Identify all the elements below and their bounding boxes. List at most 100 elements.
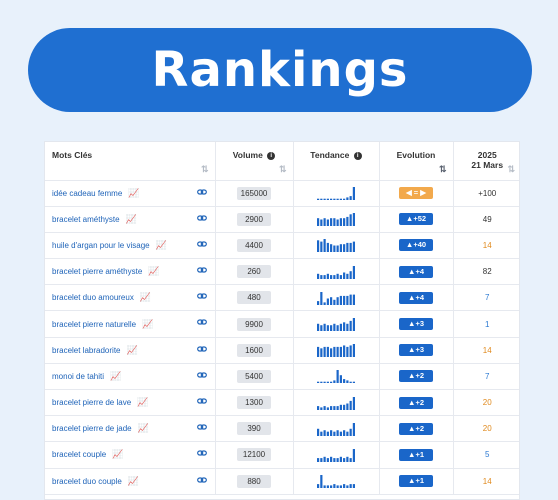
trend-bar <box>346 295 349 305</box>
sort-icon[interactable]: ⇅ <box>507 163 515 174</box>
keyword-link[interactable]: huile d'argan pour le visage <box>52 240 150 250</box>
chart-icon[interactable]: 📈 <box>125 213 137 224</box>
chart-icon[interactable]: 📈 <box>127 475 140 486</box>
trend-bar <box>317 218 320 227</box>
position-value: 7 <box>485 293 490 303</box>
position-value: 14 <box>482 476 492 486</box>
header-date[interactable]: 2025 21 Mars ⇅ <box>453 142 519 181</box>
chart-icon[interactable]: 📈 <box>128 187 140 198</box>
position-cell: 20 <box>453 389 519 417</box>
keyword-link[interactable]: bracelet duo amoureux <box>52 293 134 303</box>
chart-icon[interactable]: 📈 <box>126 344 138 355</box>
trend-bar <box>336 430 339 436</box>
volume-badge: 1300 <box>237 396 271 410</box>
trend-bar <box>330 405 333 410</box>
link-icon[interactable] <box>196 188 207 198</box>
header-keyword[interactable]: Mots Clés ⇅ <box>45 142 216 181</box>
link-icon[interactable] <box>196 371 207 381</box>
keyword-link[interactable]: bracelet pierre de lave <box>52 398 132 408</box>
sort-desc-icon[interactable]: ⇅ <box>438 163 447 174</box>
chart-icon[interactable]: 📈 <box>137 397 149 408</box>
trend-bar <box>323 302 326 305</box>
trend-bar <box>330 297 333 305</box>
evolution-badge: ▲+2 <box>399 370 433 383</box>
link-icon[interactable] <box>196 397 207 407</box>
chart-icon[interactable]: 📈 <box>155 239 167 250</box>
trend-bar <box>352 396 355 410</box>
evolution-value: +3 <box>415 319 424 329</box>
keyword-link[interactable]: bracelet pierre améthyste <box>52 267 143 277</box>
keyword-link[interactable]: bracelet couple <box>52 450 107 460</box>
chart-icon[interactable]: 📈 <box>142 318 154 329</box>
keyword-link[interactable]: idée cadeau femme <box>52 188 123 198</box>
position-value: 82 <box>482 267 492 277</box>
keyword-link[interactable]: monoi de tahiti <box>52 371 105 381</box>
table-row: huile d'argan pour le visage 📈 4400 ▲+40 14 <box>45 232 519 260</box>
link-icon[interactable] <box>196 292 207 302</box>
trend-bar <box>339 456 342 462</box>
trend-bar <box>352 242 355 253</box>
evolution-arrow-icon: ▲ <box>408 266 416 276</box>
trend-bar <box>333 431 336 436</box>
evolution-cell: ▲+4 <box>379 284 454 312</box>
trend-bar <box>326 243 329 253</box>
evolution-right-icon: ▶ <box>418 188 427 198</box>
sort-icon[interactable]: ⇅ <box>278 163 287 174</box>
chart-icon[interactable]: 📈 <box>148 266 160 277</box>
chart-icon[interactable]: 📈 <box>137 423 149 434</box>
info-icon[interactable]: i <box>267 151 276 160</box>
evolution-arrow-icon: ▲ <box>408 476 416 486</box>
trend-bar <box>323 405 326 410</box>
trend-bar <box>343 484 346 489</box>
link-icon[interactable] <box>196 449 207 459</box>
link-icon[interactable] <box>196 476 207 486</box>
link-icon[interactable] <box>196 240 207 250</box>
evolution-arrow-icon: ▲ <box>408 345 416 355</box>
header-trend-label: Tendance <box>310 150 350 160</box>
evolution-value: +4 <box>415 292 424 302</box>
trend-bar <box>339 323 342 332</box>
header-volume[interactable]: Volume i ⇅ <box>215 142 294 181</box>
trend-bar <box>343 322 346 332</box>
trend-bar <box>339 244 342 253</box>
trend-bar <box>352 294 355 305</box>
trend-bar <box>349 214 352 227</box>
header-keyword-label: Mots Clés <box>52 150 93 160</box>
info-icon[interactable]: i <box>353 151 362 160</box>
link-icon[interactable] <box>196 214 207 224</box>
header-evolution[interactable]: Evolution ⇅ <box>379 142 454 181</box>
header-trend[interactable]: Tendance i <box>293 142 380 181</box>
trend-sparkline <box>317 396 355 410</box>
trend-bar <box>349 294 352 305</box>
trend-cell <box>293 284 380 312</box>
rankings-table: Mots Clés ⇅ Volume i ⇅ Tendance i Evolut… <box>44 141 520 500</box>
trend-bar <box>320 382 323 384</box>
link-icon[interactable] <box>196 266 207 276</box>
trend-bar <box>326 219 329 227</box>
trend-cell <box>293 468 380 495</box>
chart-icon[interactable]: 📈 <box>139 292 152 303</box>
trend-bar <box>333 218 336 227</box>
link-icon[interactable] <box>196 318 207 328</box>
chart-icon[interactable]: 📈 <box>110 370 122 381</box>
link-icon[interactable] <box>196 345 207 355</box>
trend-bar <box>346 323 349 332</box>
trend-bar <box>330 382 333 384</box>
trend-bar <box>349 400 352 410</box>
keyword-link[interactable]: bracelet pierre de jade <box>52 424 132 434</box>
trend-bar <box>339 375 342 384</box>
keyword-link[interactable]: bracelet pierre naturelle <box>52 319 137 329</box>
trend-sparkline <box>317 239 355 253</box>
keyword-link[interactable]: bracelet améthyste <box>52 214 120 224</box>
link-icon[interactable] <box>196 423 207 433</box>
trend-bar <box>339 485 342 489</box>
chart-icon[interactable]: 📈 <box>112 449 124 460</box>
sort-icon[interactable]: ⇅ <box>200 163 209 174</box>
evolution-value: +2 <box>415 371 424 381</box>
trend-bar <box>352 382 355 384</box>
keyword-link[interactable]: bracelet labradorite <box>52 345 121 355</box>
trend-bar <box>346 431 349 436</box>
keyword-link[interactable]: bracelet duo couple <box>52 476 122 486</box>
trend-bar <box>317 240 320 253</box>
trend-bar <box>333 405 336 410</box>
